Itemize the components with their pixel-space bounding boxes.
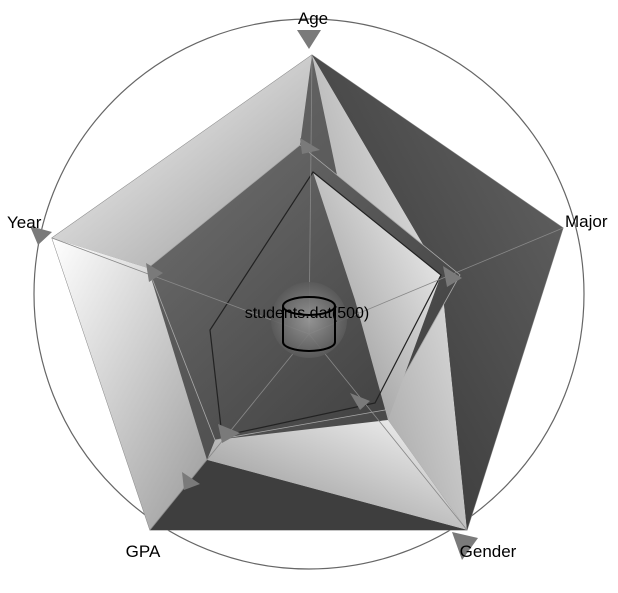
axis-label-major: Major [565,212,608,231]
marker-gender-outer [452,532,478,560]
marker-year-outer [30,226,52,245]
marker-age-mid [300,138,320,154]
panel-outer-top-left [52,55,312,268]
center-label: students.dat(500) [245,305,370,322]
marker-gender-inner [350,393,370,410]
database-cylinder-icon [282,296,336,352]
panel-outer-bottom [207,420,467,530]
axis-markers [30,30,478,560]
marker-age-outer [297,30,321,49]
axis-label-age: Age [298,9,328,28]
panel-dark-bottom-left [150,460,467,530]
marker-gpa-mid [182,472,200,490]
axis-label-gender: Gender [460,542,517,561]
axis-label-gpa: GPA [126,542,161,561]
axis-label-year: Year [7,213,42,232]
center-glow [271,282,347,358]
outer-circle [33,18,585,570]
marker-year-mid [146,263,163,282]
panel-dark-right [312,55,563,530]
panel-inner-light [313,172,441,420]
panel-outer-left [52,238,207,530]
marker-major-mid [443,266,462,287]
marker-gpa-inner [218,424,240,443]
